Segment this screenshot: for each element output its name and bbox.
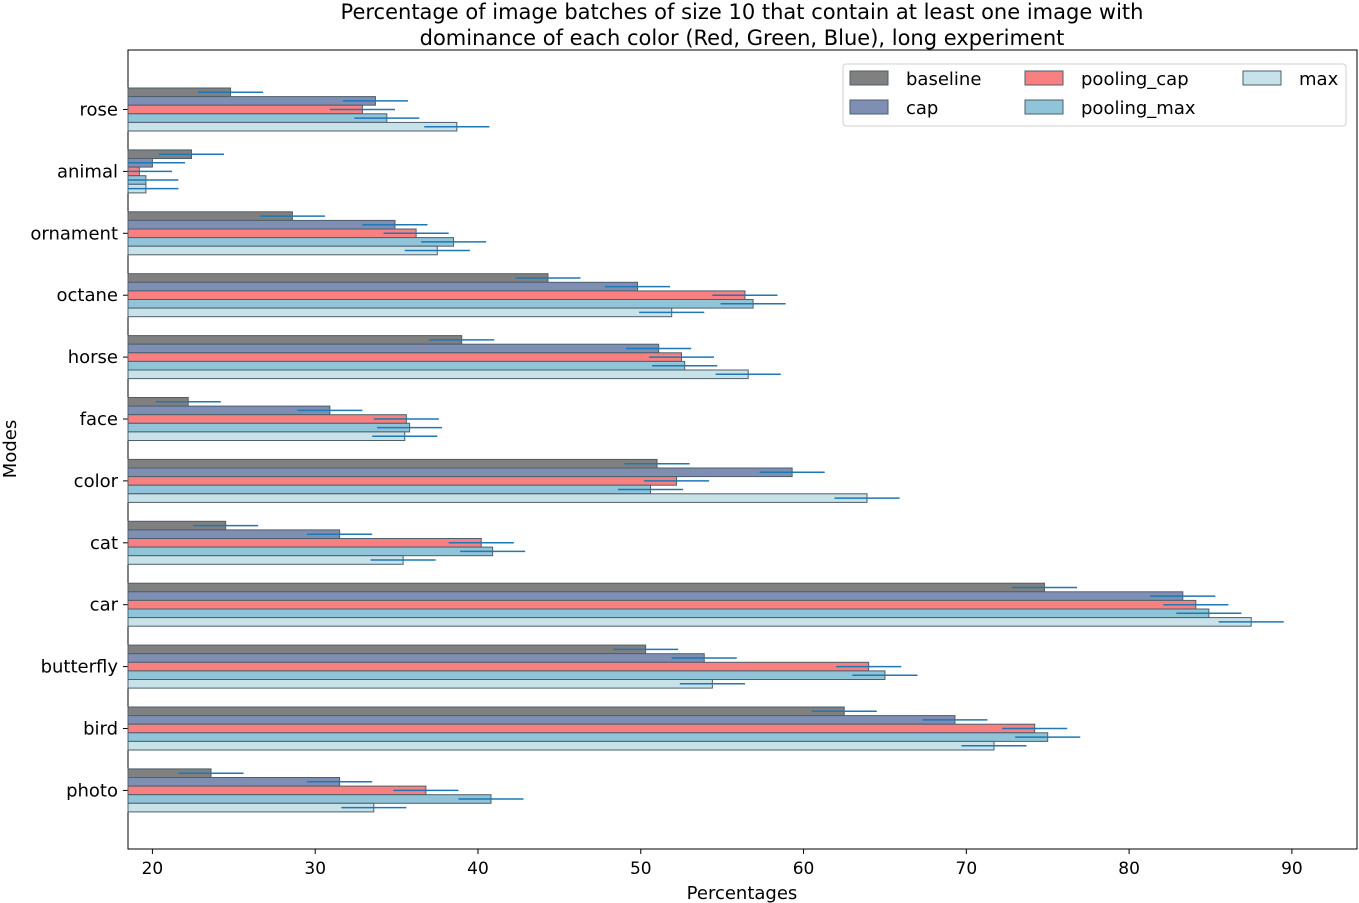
legend-swatch-cap <box>849 99 889 115</box>
y-tick-label-octane: octane <box>57 285 118 306</box>
y-tick-label-ornament: ornament <box>30 223 118 244</box>
legend-swatch-baseline <box>849 70 889 86</box>
bar-max-face <box>127 431 406 441</box>
y-axis-label: Modes <box>0 420 21 478</box>
bar-cap-rose <box>127 96 376 106</box>
y-tick-label-rose: rose <box>80 100 118 121</box>
x-tick-label: 60 <box>793 859 815 879</box>
bar-cap-ornament <box>127 219 396 230</box>
x-tick-label: 70 <box>956 859 978 879</box>
bar-max-cat <box>127 555 404 565</box>
legend-swatch-pooling_max <box>1024 99 1064 115</box>
bar-pooling_cap-color <box>127 476 678 486</box>
bar-pooling_cap-butterfly <box>127 661 870 672</box>
legend-label-max: max <box>1299 69 1339 90</box>
chart-title-line-2: dominance of each color (Red, Green, Blu… <box>420 26 1065 50</box>
bar-pooling_cap-octane <box>127 290 746 300</box>
bar-cap-color <box>127 467 793 478</box>
legend-swatch-pooling_cap <box>1024 70 1064 86</box>
bar-pooling_max-ornament <box>127 237 455 247</box>
bar-max-ornament <box>127 245 438 256</box>
y-tick-label-face: face <box>80 409 118 430</box>
legend-label-pooling_cap: pooling_cap <box>1081 69 1189 90</box>
x-tick-label: 50 <box>630 859 652 879</box>
bar-pooling_cap-face <box>127 414 407 424</box>
bar-cap-octane <box>127 281 639 292</box>
bar-cap-horse <box>127 343 660 354</box>
bar-max-horse <box>127 369 749 380</box>
bar-baseline-color <box>127 458 658 469</box>
bar-pooling_cap-ornament <box>127 228 417 239</box>
bar-max-car <box>127 617 1252 627</box>
bar-pooling_max-photo <box>127 794 492 804</box>
legend-label-pooling_max: pooling_max <box>1081 98 1196 119</box>
legend-label-baseline: baseline <box>906 69 981 90</box>
bar-max-butterfly <box>127 679 713 689</box>
bar-pooling_cap-horse <box>127 352 682 362</box>
bar-pooling_cap-rose <box>127 104 363 115</box>
bar-max-photo <box>127 802 375 813</box>
y-tick-label-bird: bird <box>83 719 118 740</box>
plot-area: 20 30 40 50 60 70 80 90 rose animal ornament octane… <box>30 49 1358 879</box>
bar-pooling_cap-bird <box>127 723 1036 734</box>
legend-swatch-max <box>1242 70 1282 86</box>
bar-max-color <box>127 493 868 503</box>
axes-frame <box>127 49 1358 850</box>
legend-label-cap: cap <box>906 98 938 119</box>
bar-pooling_max-bird <box>127 732 1049 742</box>
bar-pooling_cap-car <box>127 599 1197 610</box>
x-tick-label: 30 <box>304 859 326 879</box>
bar-baseline-car <box>127 582 1045 593</box>
bar-pooling_cap-cat <box>127 538 482 548</box>
x-tick-label: 90 <box>1281 859 1303 879</box>
bar-baseline-octane <box>127 273 549 283</box>
bar-cap-butterfly <box>127 653 705 663</box>
x-tick-label: 80 <box>1118 859 1140 879</box>
x-axis-label: Percentages <box>687 883 798 903</box>
bar-pooling_max-cat <box>127 546 494 557</box>
y-tick-label-car: car <box>90 595 119 616</box>
y-tick-label-color: color <box>74 471 119 492</box>
bar-max-bird <box>127 740 995 751</box>
legend: baseline cap pooling_cap pooling_max max <box>842 63 1347 127</box>
bar-baseline-bird <box>127 706 845 717</box>
x-tick-label: 20 <box>142 859 164 879</box>
bar-cap-car <box>127 591 1184 601</box>
bar-pooling_max-color <box>127 484 652 495</box>
y-tick-label-cat: cat <box>90 533 118 554</box>
y-tick-label-photo: photo <box>66 780 118 801</box>
y-tick-label-horse: horse <box>68 347 118 368</box>
bar-pooling_max-octane <box>127 299 754 309</box>
bar-pooling_max-car <box>127 608 1210 619</box>
y-tick-label-butterfly: butterfly <box>41 657 119 678</box>
bar-baseline-horse <box>127 335 463 345</box>
legend-box <box>842 63 1347 127</box>
bar-pooling_max-rose <box>127 113 388 123</box>
bar-pooling_max-face <box>127 422 411 433</box>
bar-max-octane <box>127 307 673 318</box>
bar-max-rose <box>127 121 458 132</box>
x-tick-label: 40 <box>467 859 489 879</box>
bar-baseline-butterfly <box>127 644 647 655</box>
bar-pooling_max-butterfly <box>127 670 886 681</box>
bar-cap-bird <box>127 715 956 725</box>
chart-title-line-1: Percentage of image batches of size 10 t… <box>341 0 1144 24</box>
y-tick-label-animal: animal <box>57 161 118 182</box>
bar-pooling_cap-photo <box>127 785 427 796</box>
bar-pooling_max-horse <box>127 360 686 371</box>
